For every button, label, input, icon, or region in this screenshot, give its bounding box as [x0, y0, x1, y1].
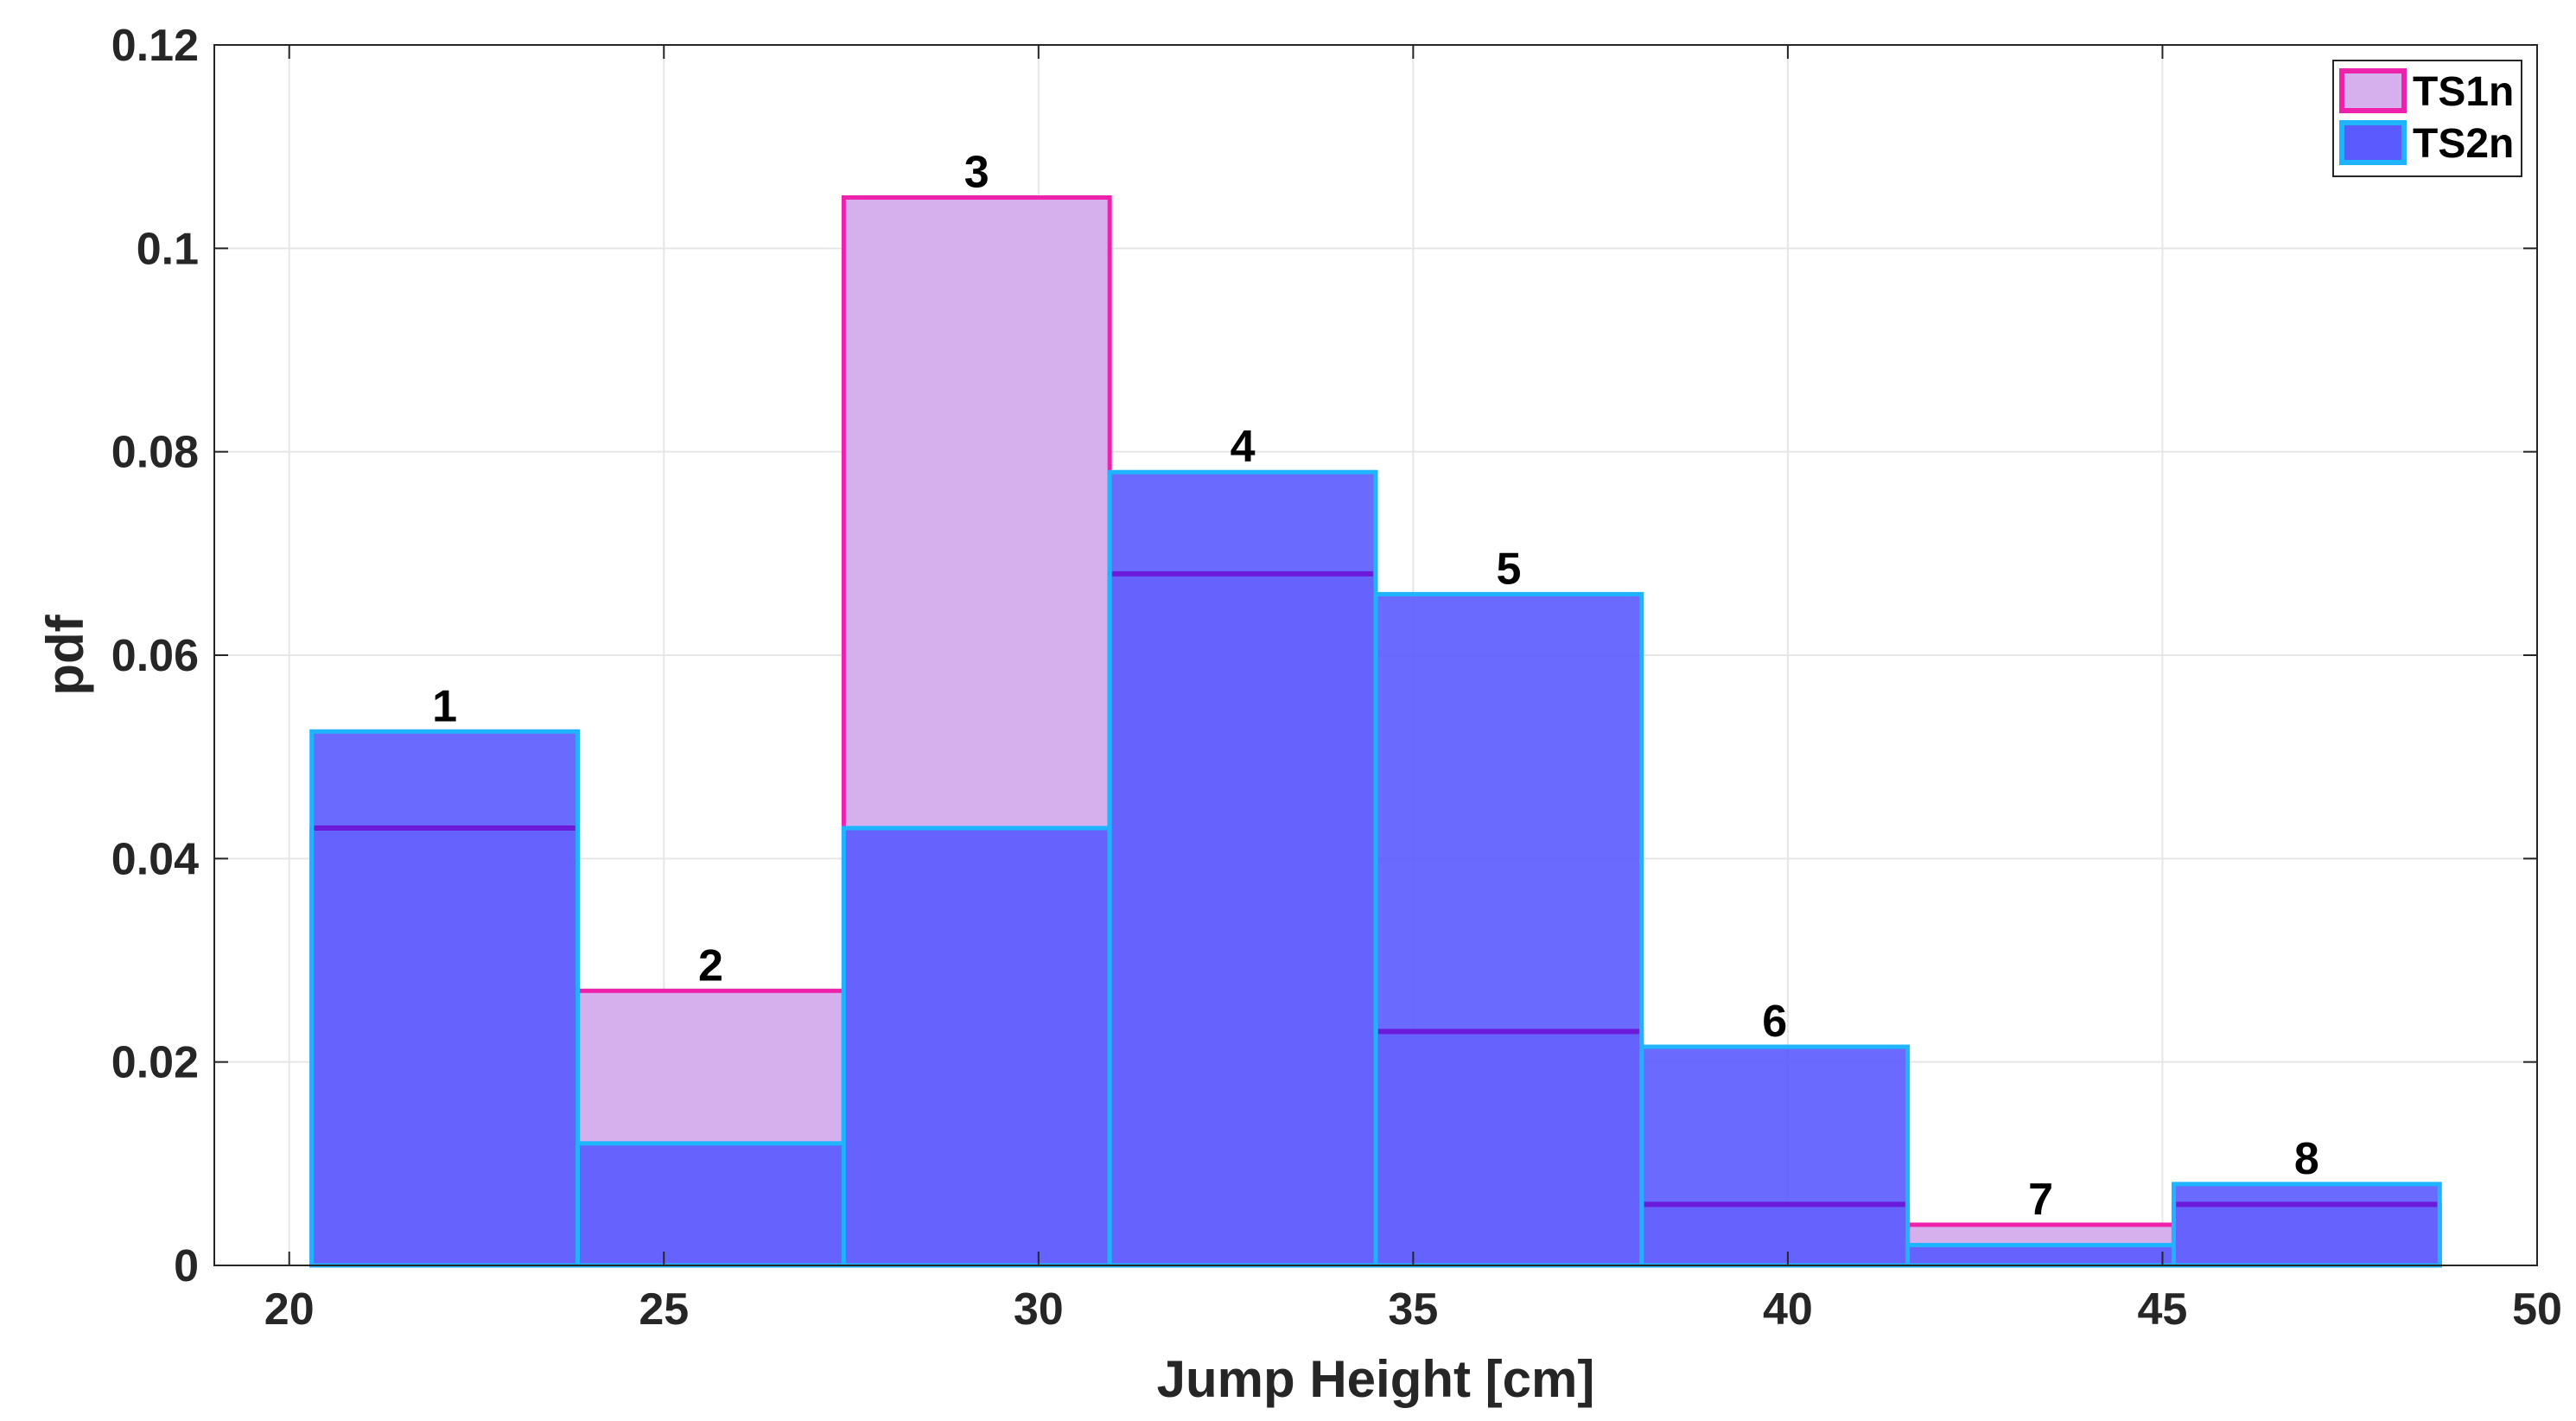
legend-label-ts2n: TS2n — [2413, 121, 2514, 167]
x-tick-label: 35 — [1388, 1284, 1438, 1335]
bin-label: 2 — [698, 940, 723, 991]
bin-label: 3 — [964, 148, 989, 198]
x-axis-label: Jump Height [cm] — [1157, 1350, 1595, 1408]
labels-layer: 1 2 3 4 5 6 7 8 — [432, 148, 2319, 1225]
y-tick-label: 0.1 — [137, 224, 199, 274]
bin-label: 8 — [2294, 1134, 2319, 1184]
bin-label: 7 — [2028, 1175, 2053, 1225]
y-tick-label: 0 — [174, 1241, 199, 1291]
bin-label: 4 — [1231, 422, 1256, 472]
ts2n-bar — [576, 1141, 846, 1268]
ts2n-bar — [1373, 591, 1644, 1268]
legend-swatch-ts1n — [2339, 68, 2407, 113]
bin-label: 5 — [1496, 544, 1521, 594]
ts2n-bar — [1107, 469, 1378, 1268]
x-tick-label: 50 — [2512, 1284, 2562, 1335]
axes-layer: 20 25 30 35 40 45 5000.020.040.060.080.10.12Ju… — [36, 21, 2562, 1408]
ts2n-bar — [841, 825, 1112, 1268]
bin-label: 6 — [1762, 997, 1787, 1047]
ts2n-bar — [309, 729, 581, 1268]
ts2n-bar — [1639, 1044, 1911, 1268]
y-tick-label: 0.08 — [111, 428, 199, 478]
y-tick-label: 0.12 — [111, 21, 199, 71]
x-tick-label: 45 — [2138, 1284, 2188, 1335]
x-tick-label: 20 — [264, 1284, 315, 1335]
legend-label-ts1n: TS1n — [2413, 69, 2514, 115]
x-tick-label: 40 — [1763, 1284, 1813, 1335]
x-tick-label: 30 — [1014, 1284, 1064, 1335]
y-tick-label: 0.04 — [111, 834, 199, 884]
x-tick-label: 25 — [639, 1284, 689, 1335]
ts2n-bar — [1905, 1242, 2176, 1268]
bin-label: 1 — [432, 681, 457, 731]
legend: TS1n TS2n — [2332, 60, 2522, 177]
legend-swatch-ts2n — [2339, 120, 2407, 165]
ts2n-bar — [2171, 1182, 2442, 1268]
y-axis-label: pdf — [36, 614, 94, 695]
y-tick-label: 0.02 — [111, 1038, 199, 1088]
y-tick-label: 0.06 — [111, 631, 199, 681]
bars-layer — [309, 195, 2442, 1268]
